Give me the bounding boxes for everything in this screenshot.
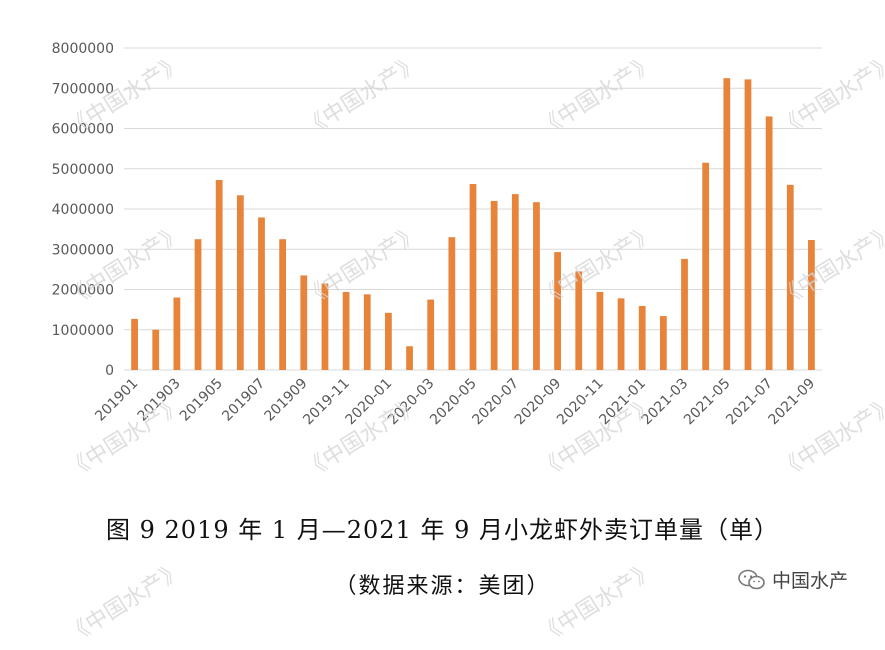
bar-2020-09 (554, 252, 561, 370)
y-tick-label: 0 (105, 363, 114, 379)
bar-2019-11 (342, 291, 350, 370)
bar-201906 (236, 195, 244, 370)
bar-2021-06 (744, 79, 752, 370)
bar-2020-06 (490, 200, 498, 370)
wechat-icon (738, 569, 765, 589)
x-axis-ticks: 2019012019032019052019072019092019-11202… (92, 376, 818, 429)
x-tick-label: 2021-09 (766, 376, 819, 429)
x-tick-label: 201905 (177, 376, 226, 425)
y-tick-label: 1000000 (52, 323, 114, 339)
bar-2019-12 (363, 294, 371, 370)
brand-logo: 中国水产 (738, 566, 848, 593)
bar-201907 (258, 217, 265, 370)
bar-2020-08 (533, 202, 540, 370)
bar-chart: 0 1000000 2000000 3000000 4000000 5000000 6000… (52, 41, 822, 429)
bar-201908 (279, 239, 287, 370)
bar-2020-03 (427, 299, 435, 370)
y-tick-label: 5000000 (52, 162, 114, 178)
bar-2020-02 (406, 346, 413, 370)
y-tick-label: 4000000 (52, 202, 114, 218)
bar-2020-12 (617, 298, 625, 370)
y-tick-label: 8000000 (52, 41, 114, 57)
figure-caption: 图 9 2019 年 1 月—2021 年 9 月小龙虾外卖订单量（单） (106, 516, 779, 544)
bar-2020-04 (448, 237, 456, 370)
bar-201910 (321, 283, 329, 370)
bar-2020-05 (469, 184, 477, 370)
y-tick-label: 2000000 (52, 283, 114, 299)
bar-2020-10 (575, 271, 583, 370)
bar-201905 (215, 180, 223, 370)
bar-2021-03 (681, 258, 688, 370)
bar-2021-08 (786, 184, 794, 370)
x-tick-label: 201907 (219, 376, 268, 425)
bar-201901 (131, 318, 138, 370)
bars (131, 78, 815, 371)
bar-2021-09 (808, 239, 815, 370)
bar-2020-11 (596, 291, 604, 370)
bar-2020-07 (511, 194, 519, 370)
bar-201909 (300, 275, 308, 370)
bar-201904 (194, 239, 202, 370)
bar-201903 (173, 297, 181, 370)
y-tick-label: 7000000 (52, 81, 114, 97)
y-axis-ticks: 0 1000000 2000000 3000000 4000000 5000000 6000… (52, 41, 114, 379)
data-source-caption: （数据来源：美团） (334, 574, 551, 599)
bar-2021-07 (765, 116, 773, 371)
brand-name: 中国水产 (772, 570, 849, 592)
bar-2021-05 (723, 78, 731, 370)
y-tick-label: 3000000 (52, 242, 114, 258)
bar-2021-04 (702, 162, 710, 370)
y-tick-label: 6000000 (52, 122, 114, 138)
bar-201902 (152, 329, 160, 370)
bar-2020-01 (385, 312, 392, 370)
bar-2021-01 (638, 306, 646, 370)
bar-2021-02 (659, 316, 667, 370)
